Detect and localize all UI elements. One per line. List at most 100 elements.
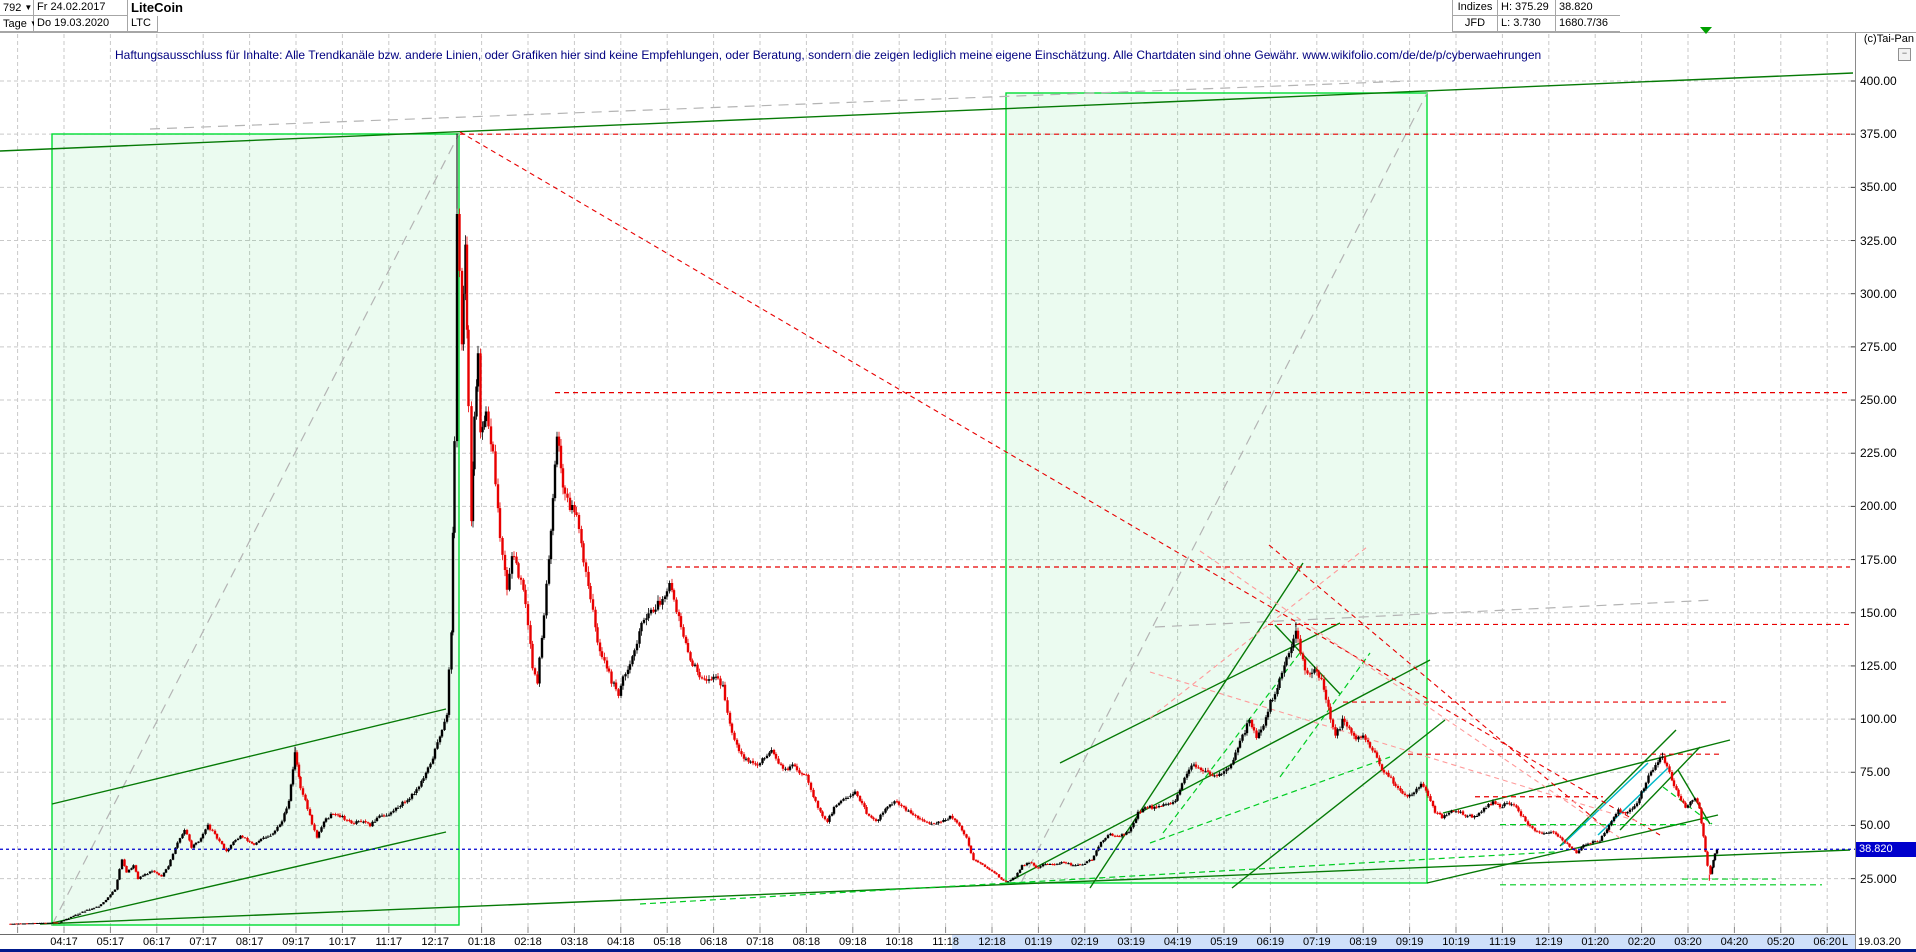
y-axis-label: 25.000 — [1860, 871, 1897, 886]
green-trendline — [1274, 624, 1341, 695]
y-axis-label: 175.00 — [1860, 552, 1897, 567]
y-axis-label: 200.00 — [1860, 499, 1897, 514]
x-axis-label: 04:20 — [1720, 936, 1749, 948]
x-axis-label: 10:17 — [328, 936, 357, 948]
ratio-cell: 1680.7/36 — [1556, 16, 1620, 32]
x-axis-label: 02:18 — [514, 936, 542, 948]
indizes-label: Indizes — [1452, 0, 1498, 16]
x-axis-label: 09:19 — [1395, 936, 1424, 948]
y-axis-label: 250.00 — [1860, 393, 1897, 408]
date-cursor-marker-icon[interactable] — [1700, 27, 1712, 34]
gray-dash-trendline — [51, 133, 460, 926]
y-axis-label: 375.00 — [1860, 127, 1897, 142]
green-dash-trendline — [1279, 652, 1371, 778]
green-trendline — [1009, 659, 1431, 882]
bottom-border — [0, 949, 1916, 952]
period-low: L: 3.730 — [1498, 16, 1556, 32]
x-axis-label: 09:18 — [839, 936, 867, 948]
x-axis-label: 08:17 — [235, 936, 264, 948]
green-trendline — [1619, 746, 1701, 831]
gray-dash-trendline — [1020, 92, 1428, 884]
chevron-down-icon: ▼ — [30, 19, 38, 28]
x-axis-label: 03:18 — [560, 936, 589, 948]
y-axis-label: 50.00 — [1860, 818, 1891, 833]
up-candle-bodies — [11, 214, 1719, 925]
feed-label: JFD — [1452, 16, 1498, 32]
collapse-icon[interactable]: − — [1898, 48, 1911, 61]
y-axis-label: 325.00 — [1860, 233, 1897, 248]
date-from-field[interactable]: Fr 24.02.2017 — [34, 0, 128, 16]
corner-date: 19.03.20 — [1858, 936, 1901, 948]
x-axis-label: 12:17 — [421, 936, 449, 948]
x-axis-label: 06:17 — [143, 936, 171, 948]
disclaimer-text: Haftungsausschluss für Inhalte: Alle Tre… — [115, 48, 1542, 62]
y-axis-label: 300.00 — [1860, 286, 1897, 301]
x-axis-label: 08:19 — [1349, 936, 1377, 948]
x-axis-label: 04:19 — [1163, 936, 1192, 948]
pink-dash-trendline — [1149, 546, 1368, 719]
trend-channel-box[interactable] — [1005, 92, 1428, 884]
y-axis-label: 350.00 — [1860, 180, 1897, 195]
x-axis-label: 05:19 — [1210, 936, 1238, 948]
instrument-name: LiteCoin — [128, 0, 308, 16]
x-axis-label: 09:17 — [282, 936, 310, 948]
x-axis-label: 05:20 — [1767, 936, 1795, 948]
x-axis-label: 11:18 — [932, 936, 959, 948]
x-axis-label: 06:19 — [1256, 936, 1285, 948]
red-dash-trendline — [459, 131, 1661, 836]
green-trendline — [1442, 739, 1731, 814]
red-dash-trendline — [1268, 544, 1611, 833]
x-axis-label: 04:17 — [50, 936, 78, 948]
cyan-trendline — [1597, 767, 1669, 836]
y-axis-label: 275.00 — [1860, 339, 1897, 354]
green-trendline — [51, 708, 447, 805]
x-axis-label: 12:19 — [1535, 936, 1563, 948]
x-axis-line — [0, 934, 1855, 935]
x-axis-label: 02:20 — [1627, 936, 1656, 948]
down-candle-bodies — [9, 214, 1712, 925]
x-axis-label: 08:18 — [792, 936, 821, 948]
period-dropdown[interactable]: Tage ▼ — [0, 16, 38, 32]
x-axis-label: 11:19 — [1489, 936, 1516, 948]
green-trendline — [0, 72, 1854, 152]
x-axis-label: 03:20 — [1674, 936, 1702, 948]
x-axis-label: 10:19 — [1442, 936, 1470, 948]
y-axis-label: 225.00 — [1860, 446, 1897, 461]
last-price-badge: 38.820 — [1856, 842, 1916, 857]
brand-label: (c)Tai-Pan — [1863, 33, 1914, 45]
x-axis-label: 05:18 — [653, 936, 681, 948]
x-axis-label: 07:17 — [189, 936, 217, 948]
x-axis-label: 11:17 — [375, 936, 403, 948]
x-axis-label: 04:18 — [607, 936, 635, 948]
green-trendline — [1559, 729, 1677, 847]
green-dash-trendline — [639, 851, 1556, 905]
x-axis-label: 12:18 — [978, 936, 1006, 948]
chevron-down-icon: ▼ — [24, 3, 33, 12]
gray-dash-trendline — [149, 80, 1411, 130]
green-trendline — [1677, 769, 1711, 825]
last-price-header: 38.820 — [1556, 0, 1620, 16]
pink-dash-trendline — [1199, 550, 1621, 839]
green-trendline — [51, 831, 447, 924]
green-trendline — [1231, 719, 1446, 889]
y-axis-label: 100.00 — [1860, 712, 1897, 727]
x-axis-label: 01:20 — [1581, 936, 1609, 948]
x-axis-highlight-band — [952, 935, 1855, 949]
x-axis-label: 06:18 — [699, 936, 728, 948]
bars-count-dropdown[interactable]: 792 ▼ — [0, 0, 34, 16]
y-axis-label: 75.00 — [1860, 765, 1891, 780]
x-axis-label: 07:19 — [1303, 936, 1331, 948]
y-axis-label: 150.00 — [1860, 605, 1897, 620]
x-axis-label: 03:19 — [1117, 936, 1145, 948]
y-axis-label: 125.00 — [1860, 658, 1897, 673]
gray-dash-trendline — [1154, 599, 1715, 628]
symbol-cell: LTC — [128, 16, 158, 32]
period-high: H: 375.29 — [1498, 0, 1556, 16]
date-to-field[interactable]: Do 19.03.2020 — [34, 16, 128, 32]
green-dash-trendline — [1149, 756, 1391, 844]
x-axis-label: 05:17 — [96, 936, 125, 948]
x-axis-label: 07:18 — [746, 936, 774, 948]
x-axis-label: 01:19 — [1024, 936, 1053, 948]
